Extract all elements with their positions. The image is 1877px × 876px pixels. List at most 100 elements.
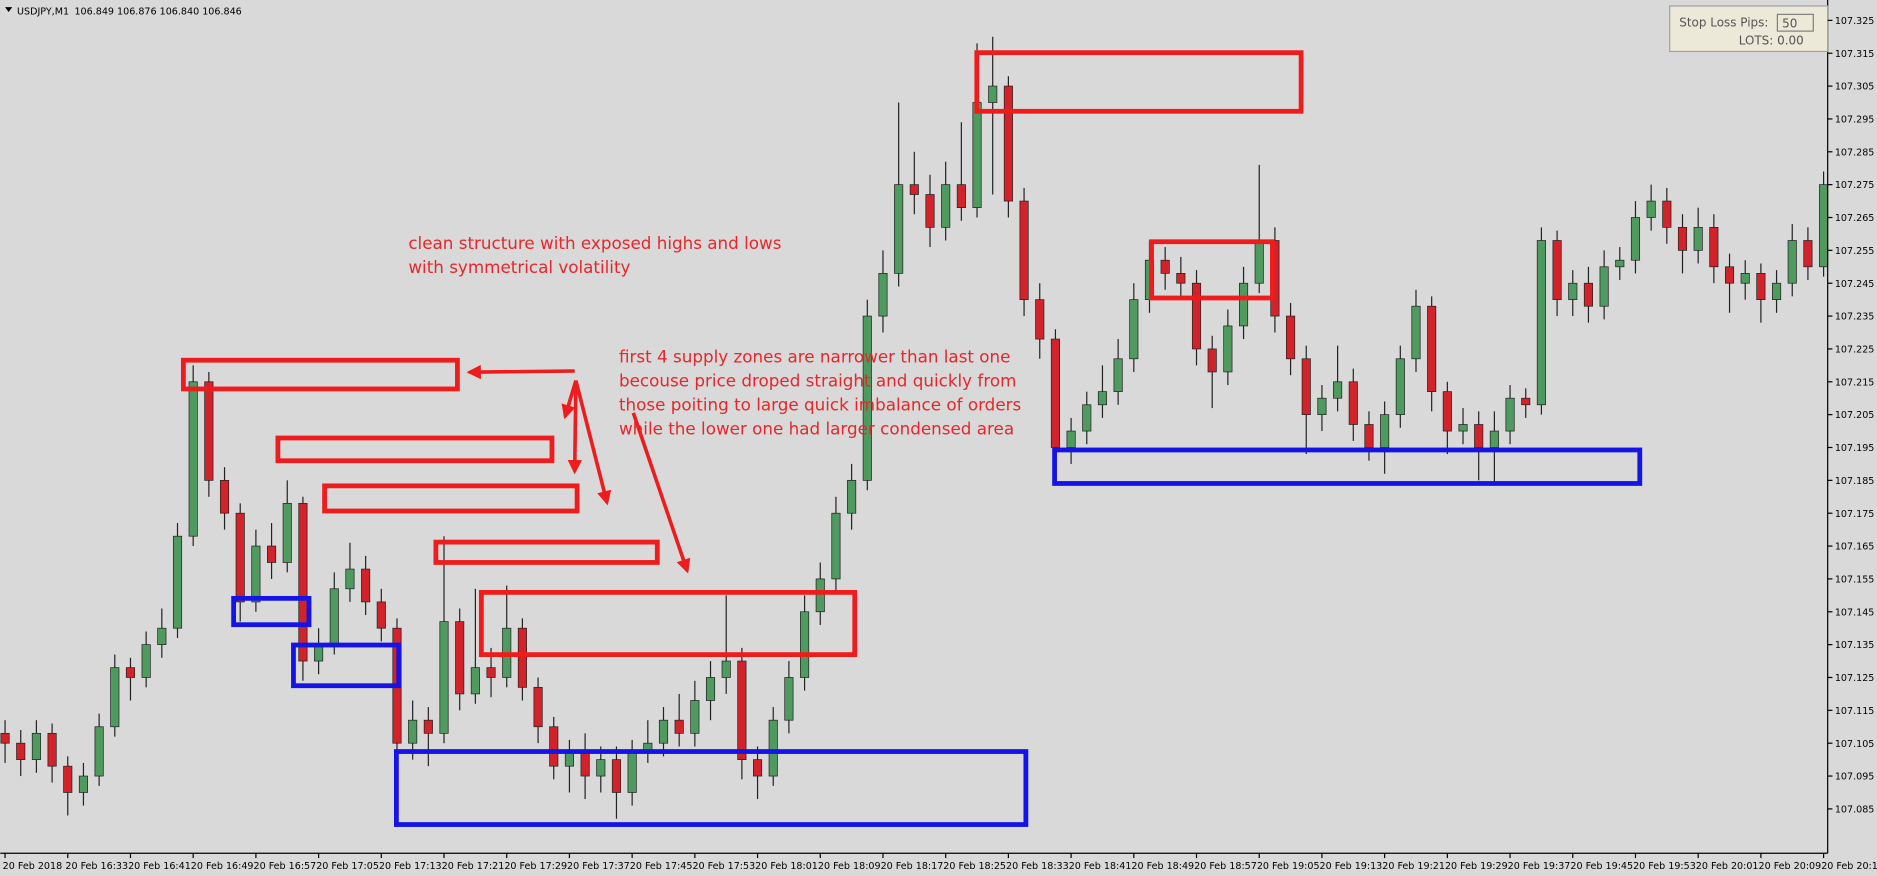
candle-body xyxy=(1348,381,1358,425)
y-tick-label: 107.255 xyxy=(1835,246,1875,257)
x-tick-label: 20 Feb 19:21 xyxy=(1382,861,1445,872)
candle-body xyxy=(267,545,277,563)
candle-body xyxy=(1630,217,1641,261)
candle-body xyxy=(1536,240,1546,406)
candle-body xyxy=(956,184,966,209)
candle-body xyxy=(1615,259,1625,268)
candle-body xyxy=(1724,266,1735,284)
x-tick-label: 20 Feb 19:29 xyxy=(1445,861,1508,872)
candle-body xyxy=(1066,430,1076,448)
candle-body xyxy=(1082,404,1092,432)
y-tick-label: 107.315 xyxy=(1835,49,1875,60)
candle-body xyxy=(1380,414,1390,448)
stop-loss-input[interactable] xyxy=(1776,13,1814,32)
candle-body xyxy=(1050,338,1060,448)
candle-body xyxy=(78,775,88,793)
candle-body xyxy=(0,732,10,744)
x-tick-label: 20 Feb 19:13 xyxy=(1320,861,1383,872)
y-tick-label: 107.285 xyxy=(1835,147,1875,158)
candle-body xyxy=(1238,282,1249,327)
annotation: those poiting to large quick imbalance o… xyxy=(619,394,1021,414)
y-tick-label: 107.145 xyxy=(1835,607,1875,618)
candle-body xyxy=(1019,200,1029,301)
candle-body xyxy=(674,719,684,734)
candle-body xyxy=(1787,240,1797,284)
arrows xyxy=(466,364,691,574)
y-tick-label: 107.095 xyxy=(1835,772,1875,783)
candle-body xyxy=(1599,266,1609,307)
candle-body xyxy=(1803,240,1813,268)
candle-body xyxy=(941,184,951,228)
candle-body xyxy=(658,719,669,744)
annotation: clean structure with exposed highs and l… xyxy=(408,233,781,253)
annotation: while the lower one had larger condensed… xyxy=(619,418,1014,438)
x-tick-label: 20 Feb 18:33 xyxy=(1006,861,1069,872)
candles xyxy=(0,36,1829,819)
candle-body xyxy=(753,759,763,777)
candle-body xyxy=(204,381,214,481)
stop-loss-value[interactable]: 50 xyxy=(1782,17,1797,31)
supply-zone xyxy=(180,357,460,392)
candle-body xyxy=(110,667,120,728)
candle-body xyxy=(470,667,480,695)
candle-body xyxy=(988,85,998,103)
demand-zone xyxy=(231,595,312,628)
candle-body xyxy=(1364,424,1374,448)
supply-zone xyxy=(974,50,1304,114)
candle-body xyxy=(219,479,230,514)
candle-body xyxy=(1003,85,1013,202)
candle-body xyxy=(63,765,73,793)
annotation: first 4 supply zones are narrower than l… xyxy=(619,347,1011,367)
x-tick-label: 20 Feb 18:09 xyxy=(818,861,881,872)
candle-body xyxy=(1583,282,1593,307)
candle-body xyxy=(690,700,700,734)
candle-body xyxy=(627,752,637,793)
annotation: becouse price droped straight and quickl… xyxy=(619,371,1016,391)
x-tick-label: 20 Feb 2018 xyxy=(3,861,63,872)
x-tick-label: 20 Feb 17:53 xyxy=(692,861,755,872)
candle-body xyxy=(1458,424,1468,432)
candle-body xyxy=(1521,397,1531,406)
candle-body xyxy=(517,627,527,688)
x-tick-label: 20 Feb 17:05 xyxy=(316,861,379,872)
x-tick-label: 20 Feb 20:17 xyxy=(1821,861,1877,872)
annotation: with symmetrical volatility xyxy=(408,257,630,277)
x-tick-label: 20 Feb 17:29 xyxy=(504,861,567,872)
x-tick-label: 20 Feb 17:45 xyxy=(630,861,693,872)
arrow xyxy=(574,380,612,506)
candle-body xyxy=(361,568,371,603)
candle-body xyxy=(533,686,543,728)
candle-body xyxy=(1474,424,1484,448)
y-tick-label: 107.155 xyxy=(1835,575,1875,586)
candle-body xyxy=(1286,315,1296,360)
y-tick-label: 107.265 xyxy=(1835,213,1875,224)
candle-body xyxy=(1819,184,1829,268)
arrow xyxy=(567,380,583,475)
arrow xyxy=(466,364,575,380)
candle-body xyxy=(1772,282,1782,301)
x-tick-label: 20 Feb 17:21 xyxy=(442,861,505,872)
x-tick-label: 20 Feb 18:57 xyxy=(1194,861,1257,872)
x-tick-label: 20 Feb 20:09 xyxy=(1758,861,1821,872)
trade-panel: Stop Loss Pips: 50 LOTS: 0.00 xyxy=(1669,5,1829,53)
y-tick-label: 107.115 xyxy=(1835,706,1875,717)
candle-body xyxy=(16,742,26,760)
candle-body xyxy=(1207,348,1217,373)
y-tick-label: 107.275 xyxy=(1835,180,1875,191)
x-tick-label: 20 Feb 18:17 xyxy=(881,861,944,872)
supply-zone xyxy=(275,435,555,464)
candle-body xyxy=(1223,325,1233,373)
x-tick-label: 20 Feb 17:13 xyxy=(379,861,442,872)
demand-zone xyxy=(1052,447,1643,486)
candle-body xyxy=(408,719,418,744)
candle-body xyxy=(815,578,825,613)
candle-body xyxy=(1693,227,1703,251)
candle-body xyxy=(847,479,857,514)
candle-body xyxy=(1333,381,1343,399)
candle-body xyxy=(1489,430,1499,448)
candle-body xyxy=(972,102,982,209)
candle-body xyxy=(439,621,449,734)
y-tick-label: 107.185 xyxy=(1835,476,1875,487)
menu-triangle[interactable] xyxy=(5,7,13,12)
candle-body xyxy=(157,627,167,645)
